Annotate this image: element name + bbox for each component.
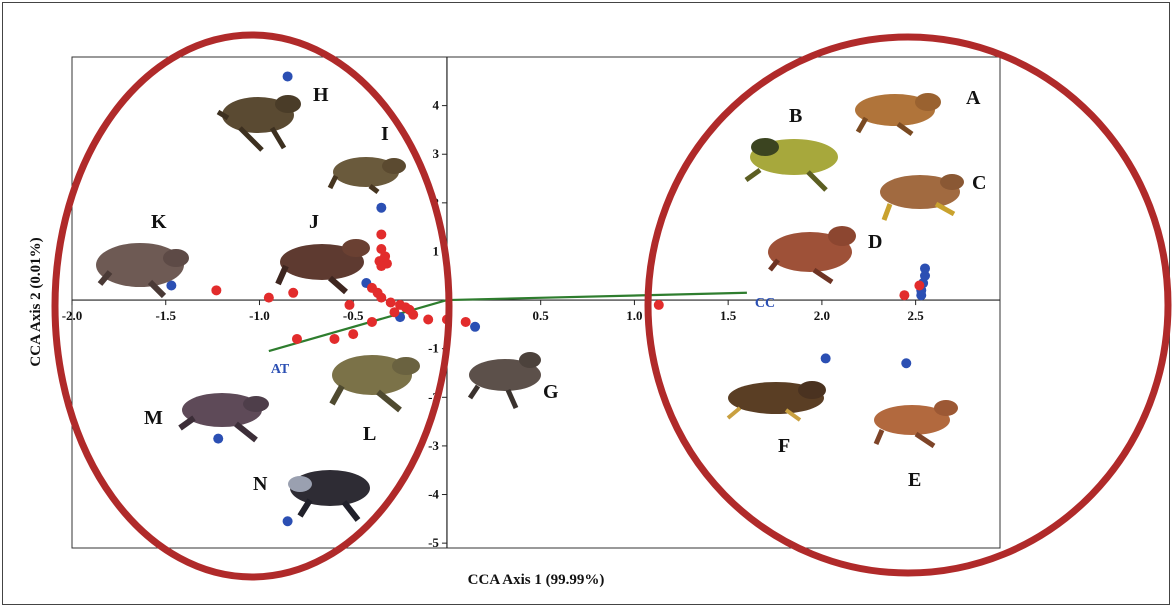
red-point xyxy=(460,316,471,327)
red-point xyxy=(376,261,387,272)
x-tick-label: 1.0 xyxy=(626,308,642,323)
frog-i-image xyxy=(327,157,406,194)
red-point xyxy=(423,314,434,325)
red-point xyxy=(385,297,396,308)
y-tick-label: -5 xyxy=(428,535,439,550)
species-label-a: A xyxy=(966,87,981,109)
frog-m-image xyxy=(178,393,269,443)
frog-d-image xyxy=(768,226,856,285)
red-point xyxy=(408,309,419,320)
group-circle-right xyxy=(644,33,1172,577)
x-tick-label: -1.5 xyxy=(155,308,176,323)
species-label-h: H xyxy=(313,84,329,106)
y-tick-label: -2 xyxy=(428,389,439,404)
species-label-i: I xyxy=(381,123,389,145)
frog-l-image xyxy=(329,355,420,413)
species-label-n: N xyxy=(253,473,268,495)
red-point xyxy=(914,280,925,291)
red-point xyxy=(344,299,355,310)
species-label-e: E xyxy=(908,469,921,491)
blue-point xyxy=(920,263,931,274)
vector-label-cc: CC xyxy=(755,296,775,311)
species-label-c: C xyxy=(972,172,986,194)
frog-b-image xyxy=(744,138,838,192)
group-circle-left xyxy=(51,31,453,581)
frog-c-image xyxy=(880,174,964,221)
red-point xyxy=(389,307,400,318)
x-tick-label: 0.5 xyxy=(533,308,550,323)
y-axis-title: CCA Axis 2 (0.01%) xyxy=(28,237,44,366)
frog-f-image xyxy=(726,381,826,422)
x-tick-label: 1.5 xyxy=(720,308,737,323)
frog-g-image xyxy=(467,352,541,410)
x-ticks: -2.0 -1.5 -1.0 -0.5 0.5 1.0 1.5 2.0 2.5 xyxy=(62,300,925,323)
y-tick-label: 4 xyxy=(432,98,439,113)
x-tick-label: -1.0 xyxy=(249,308,270,323)
red-point xyxy=(329,333,340,344)
y-tick-label: 3 xyxy=(432,146,439,161)
species-label-l: L xyxy=(363,423,376,445)
species-label-k: K xyxy=(151,211,167,233)
red-point xyxy=(288,287,299,298)
x-tick-label: 2.0 xyxy=(814,308,830,323)
red-point xyxy=(653,299,664,310)
vector-cc xyxy=(446,291,747,302)
x-tick-label: -2.0 xyxy=(62,308,83,323)
blue-point xyxy=(920,270,931,281)
red-point xyxy=(211,285,222,296)
species-label-j: J xyxy=(309,211,319,233)
red-point xyxy=(899,290,910,301)
species-label-m: M xyxy=(144,407,163,429)
red-point xyxy=(348,329,359,340)
blue-point xyxy=(901,358,912,369)
y-tick-label: -3 xyxy=(428,438,439,453)
species-label-f: F xyxy=(778,435,790,457)
frog-k-image xyxy=(96,243,189,299)
frog-e-image xyxy=(873,400,958,449)
blue-point xyxy=(166,280,177,291)
y-tick-label: -1 xyxy=(428,341,439,356)
y-tick-label: 1 xyxy=(432,243,439,258)
red-point xyxy=(263,292,274,303)
frog-j-image xyxy=(275,239,370,295)
red-point xyxy=(366,316,377,327)
frog-n-image xyxy=(288,470,370,522)
points xyxy=(166,71,931,527)
x-tick-label: 2.5 xyxy=(908,308,925,323)
frog-h-image xyxy=(216,95,301,152)
x-axis-title: CCA Axis 1 (99.99%) xyxy=(468,572,605,588)
blue-point xyxy=(376,202,387,213)
frog-a-image xyxy=(855,93,941,137)
y-tick-label: -4 xyxy=(428,487,439,502)
species-label-b: B xyxy=(789,105,802,127)
vector-label-at: AT xyxy=(271,362,290,377)
blue-point xyxy=(820,353,831,364)
blue-point xyxy=(213,433,224,444)
species-label-g: G xyxy=(543,381,559,403)
red-point xyxy=(291,333,302,344)
species-label-d: D xyxy=(868,231,882,253)
blue-point xyxy=(282,71,293,82)
red-point xyxy=(376,229,387,240)
blue-point xyxy=(470,321,481,332)
red-point xyxy=(376,292,387,303)
x-tick-label: -0.5 xyxy=(343,308,364,323)
blue-point xyxy=(282,516,293,527)
